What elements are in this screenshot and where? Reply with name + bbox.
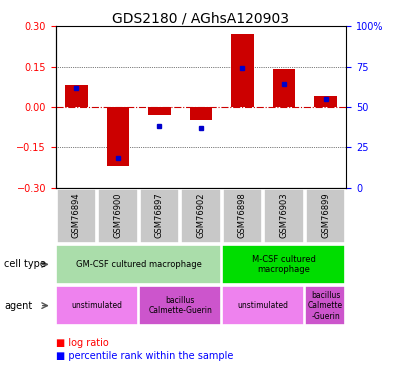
Text: ■ log ratio: ■ log ratio <box>56 338 109 348</box>
Bar <box>314 96 337 107</box>
Bar <box>306 189 345 243</box>
Bar <box>231 34 254 107</box>
Bar <box>140 189 179 243</box>
Title: GDS2180 / AGhsA120903: GDS2180 / AGhsA120903 <box>113 11 289 25</box>
Text: GSM76903: GSM76903 <box>279 193 289 238</box>
Text: agent: agent <box>4 301 32 310</box>
Text: M-CSF cultured
macrophage: M-CSF cultured macrophage <box>252 255 316 274</box>
Text: GM-CSF cultured macrophage: GM-CSF cultured macrophage <box>76 260 202 269</box>
Bar <box>57 189 96 243</box>
Text: GSM76899: GSM76899 <box>321 193 330 238</box>
Text: ■ percentile rank within the sample: ■ percentile rank within the sample <box>56 351 233 361</box>
Text: bacillus
Calmette
-Guerin: bacillus Calmette -Guerin <box>308 291 343 321</box>
Bar <box>181 189 221 243</box>
Bar <box>273 69 295 107</box>
Bar <box>222 189 262 243</box>
Bar <box>98 189 138 243</box>
Text: unstimulated: unstimulated <box>238 301 289 310</box>
Text: GSM76902: GSM76902 <box>197 193 205 238</box>
Bar <box>107 107 129 166</box>
Text: unstimulated: unstimulated <box>72 301 123 310</box>
Bar <box>305 286 345 326</box>
Bar <box>189 107 213 120</box>
Bar <box>148 107 171 115</box>
Bar <box>56 286 138 326</box>
Text: GSM76898: GSM76898 <box>238 193 247 238</box>
Text: GSM76894: GSM76894 <box>72 193 81 238</box>
Text: GSM76897: GSM76897 <box>155 193 164 238</box>
Text: cell type: cell type <box>4 260 46 269</box>
Bar <box>222 244 345 284</box>
Bar <box>222 286 304 326</box>
Text: GSM76900: GSM76900 <box>113 193 123 238</box>
Bar <box>56 244 221 284</box>
Bar <box>65 86 88 107</box>
Bar <box>264 189 304 243</box>
Text: bacillus
Calmette-Guerin: bacillus Calmette-Guerin <box>148 296 212 315</box>
Bar <box>139 286 221 326</box>
